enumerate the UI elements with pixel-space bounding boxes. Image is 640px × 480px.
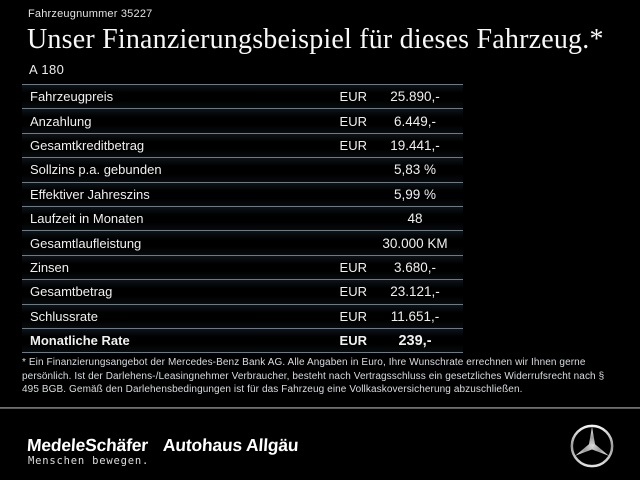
- row-label: Fahrzeugpreis: [30, 89, 114, 105]
- dealer-secondary-logo: Autohaus Allgäu: [162, 435, 300, 455]
- footer: MedeleSchäfer Autohaus Allgäu Menschen b…: [0, 409, 640, 480]
- row-label: Gesamtlaufleistung: [30, 235, 142, 251]
- mercedes-star-icon: [570, 424, 614, 468]
- table-row: Anzahlung EUR 6.449,-: [22, 109, 463, 134]
- row-value: 11.651,-: [390, 308, 440, 324]
- row-label: Anzahlung: [30, 113, 92, 129]
- table-row: Zinsen EUR 3.680,-: [22, 255, 463, 281]
- row-label: Effektiver Jahreszins: [30, 186, 150, 202]
- vehicle-number: Fahrzeugnummer 35227: [28, 8, 153, 20]
- table-row: Gesamtlaufleistung 30.000 KM: [22, 231, 463, 256]
- row-currency: EUR: [339, 259, 367, 275]
- table-row: Laufzeit in Monaten 48: [22, 206, 463, 232]
- table-row: Gesamtbetrag EUR 23.121,-: [22, 280, 463, 305]
- table-row: Monatliche Rate EUR 239,-: [22, 328, 463, 354]
- row-label: Zinsen: [30, 259, 70, 275]
- row-label: Laufzeit in Monaten: [30, 211, 144, 227]
- row-currency: EUR: [339, 113, 367, 129]
- row-value: 239,-: [398, 332, 432, 349]
- row-currency: EUR: [339, 333, 367, 349]
- model-name: A 180: [29, 62, 65, 77]
- row-value: 6.449,-: [393, 113, 437, 129]
- table-row: Effektiver Jahreszins 5,99 %: [22, 182, 463, 207]
- row-value: 5,83 %: [393, 162, 437, 178]
- row-label: Gesamtkreditbetrag: [30, 137, 145, 153]
- table-row: Schlussrate EUR 11.651,-: [22, 304, 463, 329]
- dealer-logo: MedeleSchäfer: [26, 435, 149, 455]
- row-value: 48: [407, 211, 423, 227]
- row-value: 23.121,-: [390, 284, 440, 300]
- row-label: Schlussrate: [30, 308, 98, 324]
- row-label: Gesamtbetrag: [30, 284, 113, 300]
- row-value: 5,99 %: [393, 186, 437, 202]
- table-row: Sollzins p.a. gebunden 5,83 %: [22, 158, 463, 183]
- row-value: 25.890,-: [390, 89, 440, 105]
- row-currency: EUR: [339, 89, 367, 105]
- table-row: Gesamtkreditbetrag EUR 19.441,-: [22, 133, 463, 159]
- row-value: 30.000 KM: [382, 235, 448, 251]
- financing-table: Fahrzeugpreis EUR 25.890,- Anzahlung EUR…: [22, 84, 463, 354]
- row-label: Monatliche Rate: [30, 333, 130, 349]
- row-currency: EUR: [339, 137, 367, 153]
- row-value: 3.680,-: [393, 259, 437, 275]
- dealer-tagline: Menschen bewegen.: [28, 455, 150, 467]
- row-label: Sollzins p.a. gebunden: [30, 162, 162, 178]
- row-value: 19.441,-: [390, 137, 440, 153]
- footer-divider: [0, 407, 640, 409]
- row-currency: EUR: [339, 284, 367, 300]
- row-currency: EUR: [339, 308, 367, 324]
- page-title: Unser Finanzierungsbeispiel für dieses F…: [27, 24, 604, 55]
- disclaimer-text: * Ein Finanzierungsangebot der Mercedes-…: [22, 357, 605, 396]
- table-row: Fahrzeugpreis EUR 25.890,-: [22, 85, 463, 110]
